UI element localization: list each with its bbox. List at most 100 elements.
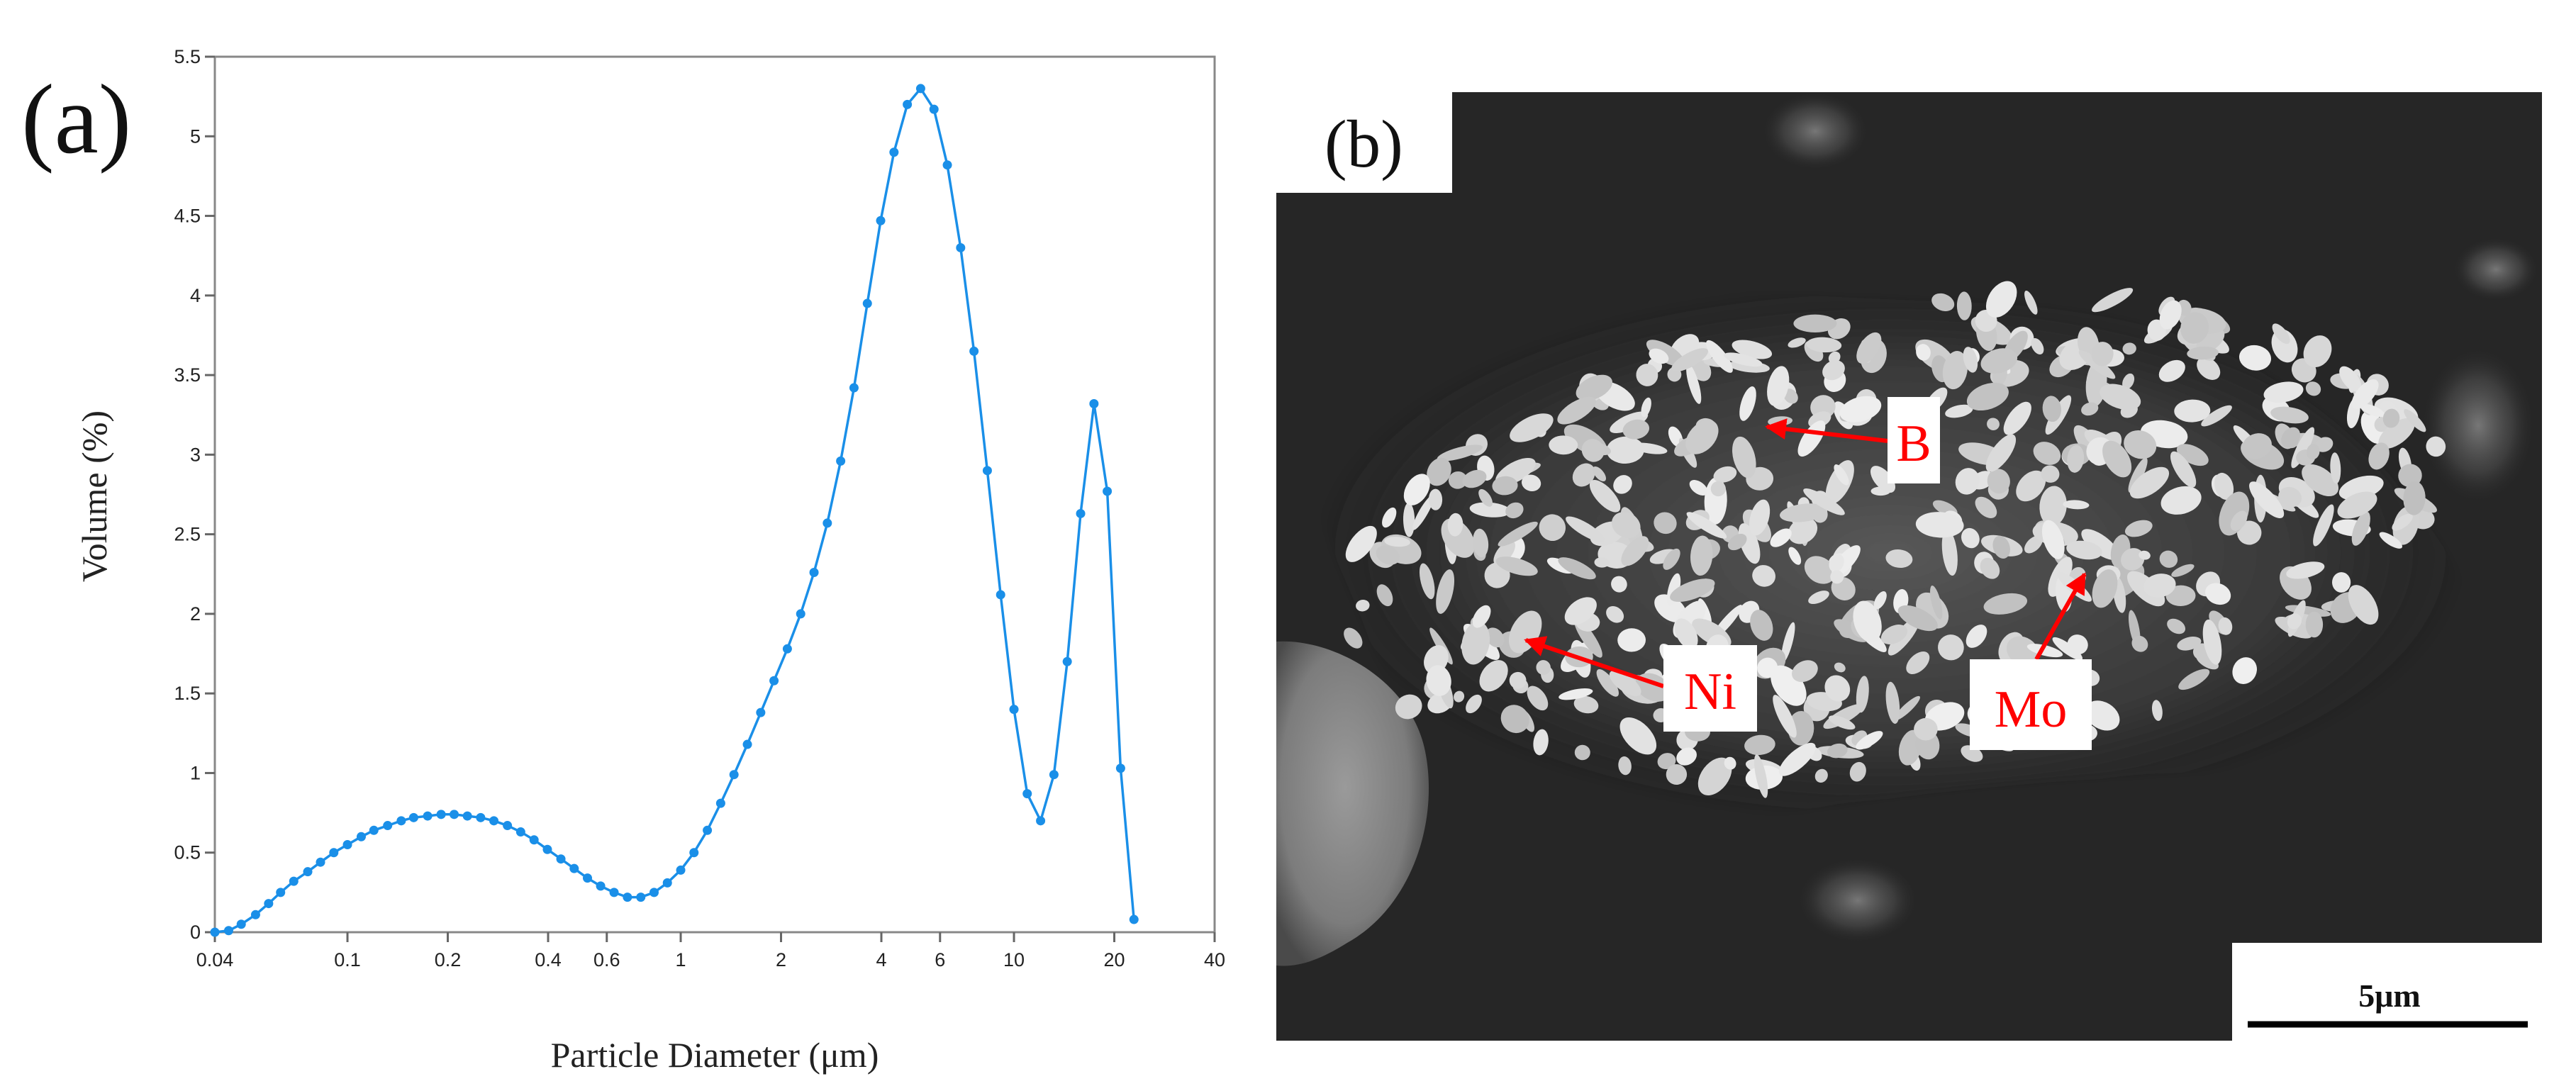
x-tick-label: 0.4 [535, 949, 562, 970]
bright-particle [2067, 634, 2088, 655]
bright-particle [1641, 397, 1651, 418]
bright-particle [1685, 420, 1719, 454]
arrow-ni [1524, 636, 1664, 688]
bright-particle [1344, 627, 1363, 649]
label-ni: Ni [1684, 663, 1736, 721]
bright-particle [1966, 382, 2009, 411]
bright-particle [1492, 476, 1518, 496]
bright-particle [1596, 669, 1619, 697]
bright-particle [2368, 442, 2390, 470]
data-point [596, 881, 606, 891]
bright-particle [2230, 510, 2248, 531]
bright-particle [2237, 520, 2262, 545]
bright-particle [2313, 504, 2334, 547]
bright-particle [1606, 436, 1644, 464]
bright-particle [1671, 348, 1709, 372]
bright-particle [1839, 396, 1882, 423]
y-tick-label: 1.5 [174, 683, 201, 704]
bright-particle [2249, 481, 2285, 518]
bright-particle [1606, 606, 1624, 623]
bright-particle [1500, 705, 1529, 734]
bright-particle [1384, 537, 1410, 547]
bright-particle [2081, 402, 2099, 416]
bright-particle [2330, 452, 2341, 484]
data-point [903, 99, 913, 109]
scale-bar-label: 5μm [2358, 978, 2420, 1014]
y-tick-label: 0 [190, 922, 201, 943]
data-point [742, 739, 752, 749]
bright-particle [2331, 572, 2351, 593]
bright-particle [2129, 466, 2170, 499]
bright-particle [1724, 352, 1763, 367]
bright-particle [2063, 500, 2090, 510]
bright-particle [1666, 763, 1688, 785]
data-point [623, 893, 632, 902]
bright-particle [1505, 502, 1524, 519]
bright-particle [1613, 475, 1632, 494]
bright-particle [1849, 761, 1866, 782]
bright-particle [2174, 399, 2211, 423]
bright-particle [2122, 373, 2135, 390]
bright-particle [1788, 547, 1802, 565]
bright-particle [2122, 342, 2136, 355]
bright-particle [2263, 381, 2304, 403]
bright-particle [1686, 512, 1727, 539]
bright-particle [1536, 660, 1551, 676]
bright-particle [2139, 550, 2151, 560]
bright-particle [1906, 651, 1930, 674]
bright-particle [1376, 545, 1400, 565]
bright-particle [2033, 442, 2061, 465]
x-axis-ticks: 0.04 0.1 0.2 0.4 0.6 1 2 4 6 10 20 40 [196, 932, 1225, 970]
bright-particle [1930, 585, 1943, 620]
bright-particle [1549, 435, 1578, 455]
bright-particle [1498, 521, 1538, 547]
bright-particle [1781, 622, 1795, 663]
bright-particle [1732, 436, 1756, 479]
bright-particle [2315, 437, 2334, 452]
y-axis-ticks: 0 0.5 1 1.5 2 2.5 3 3.5 4 4.5 5 5.5 [174, 46, 215, 943]
y-tick-label: 0.5 [174, 842, 201, 863]
bright-particle [2159, 550, 2178, 568]
bright-particle [2241, 433, 2272, 459]
bright-particle [1778, 742, 1816, 776]
bright-particle [1527, 686, 1549, 711]
bright-particle [2272, 323, 2290, 345]
label-box-mo [1970, 659, 2092, 750]
y-tick-label: 4.5 [174, 206, 201, 227]
bright-particle [2085, 700, 2120, 731]
label-box-b [1888, 397, 1940, 483]
data-point [223, 926, 233, 936]
data-point [769, 676, 779, 686]
label-box-ni [1663, 645, 1757, 732]
bright-particle [1885, 681, 1900, 724]
bright-particle [2042, 396, 2061, 423]
bright-particle [2196, 652, 2219, 670]
bright-particle [2026, 644, 2063, 658]
bright-particle [1617, 628, 1646, 652]
bright-particle [1619, 717, 1657, 755]
data-point [849, 383, 859, 393]
data-point [583, 873, 593, 883]
bright-particle [2016, 470, 2046, 502]
data-point [423, 811, 433, 821]
bright-particle [1403, 503, 1415, 537]
bright-particle [2306, 444, 2320, 460]
bright-particle [2024, 535, 2043, 554]
bright-particle [1636, 364, 1658, 386]
bright-particle [2180, 312, 2209, 344]
bright-particle [1804, 556, 1836, 584]
blurred-particle [2453, 237, 2538, 301]
bright-particle [1955, 468, 1980, 495]
data-point [436, 810, 446, 819]
bright-particle [2403, 481, 2426, 515]
bright-particle [2287, 613, 2302, 630]
bright-particle [2159, 300, 2182, 330]
y-tick-label: 1 [190, 762, 201, 783]
bright-particle [1686, 364, 1702, 404]
bright-particle [1574, 744, 1590, 761]
bright-particle [1738, 523, 1761, 564]
arrow-mo [2034, 572, 2087, 661]
bright-particle [1829, 554, 1844, 572]
data-point [542, 844, 552, 854]
bright-particle [2143, 574, 2176, 598]
